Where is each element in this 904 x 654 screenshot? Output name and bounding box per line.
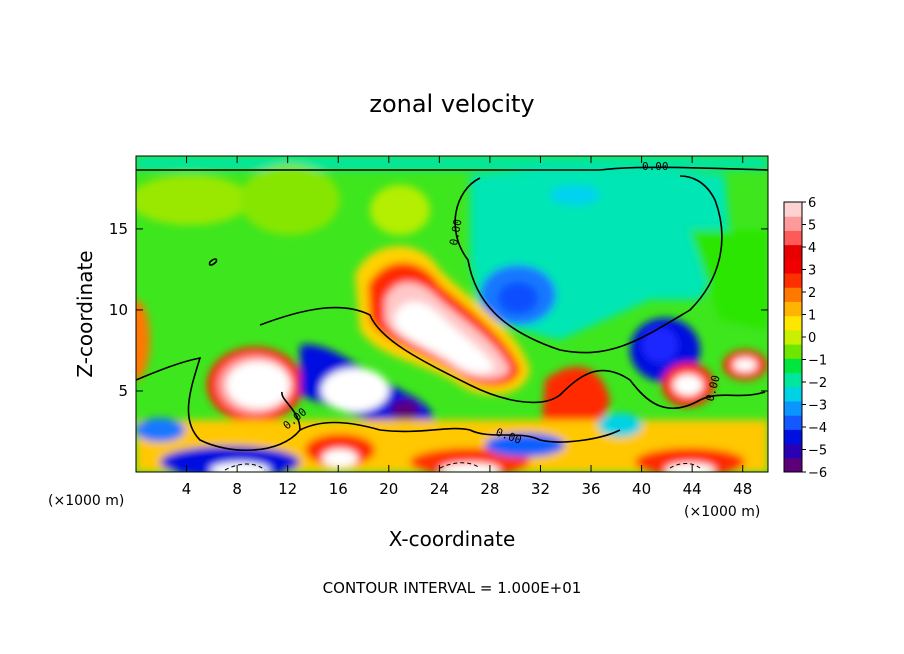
contour-label: 0.00 <box>642 160 669 173</box>
colorbar-swatch <box>784 230 802 246</box>
colorbar-swatch <box>784 244 802 260</box>
x-tick-label: 48 <box>733 480 752 498</box>
colorbar-swatch <box>784 457 802 473</box>
colorbar-tick-label: −4 <box>808 421 827 436</box>
colorbar-swatch <box>784 415 802 430</box>
colorbar-tick-label: −6 <box>808 466 827 481</box>
chart-title: zonal velocity <box>369 90 534 118</box>
colorbar-swatch <box>784 443 802 459</box>
x-tick-label: 20 <box>379 480 398 498</box>
colorbar-swatch <box>784 344 802 359</box>
colorbar-swatch <box>784 202 802 217</box>
colorbar-swatch <box>784 386 802 402</box>
colorbar: 6 5 4 3 2 1 0 −1 −2 −3 −4 −5 −6 <box>783 196 827 481</box>
colorbar-swatch <box>784 358 802 374</box>
plot-frame <box>135 155 769 473</box>
colorbar-tick-label: 3 <box>808 264 816 279</box>
colorbar-tick-label: 2 <box>808 286 816 301</box>
colorbar-tick-label: −2 <box>808 376 827 391</box>
colorbar-swatch <box>784 287 802 302</box>
x-unit-left: (×1000 m) <box>48 493 124 509</box>
x-tick-label: 4 <box>182 480 192 498</box>
x-tick-label: 12 <box>278 480 297 498</box>
y-axis-label: Z-coordinate <box>73 250 97 377</box>
colorbar-swatch <box>784 400 802 416</box>
colorbar-tick-label: −3 <box>808 399 827 414</box>
x-tick-label: 28 <box>480 480 499 498</box>
x-tick-label: 32 <box>531 480 550 498</box>
colorbar-tick-label: −5 <box>808 444 827 459</box>
x-axis-label: X-coordinate <box>389 527 516 551</box>
dashed-contours <box>224 462 701 471</box>
plot-area: 0.00 0.00 0.00 0.00 0.00 4 8 12 16 20 24 28 32 3… <box>109 155 769 498</box>
colorbar-tick-label: 5 <box>808 219 816 234</box>
colorbar-swatch <box>784 216 802 231</box>
colorbar-tick-label: 4 <box>808 241 816 256</box>
colorbar-swatch <box>784 429 802 445</box>
colorbar-tick-label: 6 <box>808 196 816 211</box>
zero-contours <box>136 166 768 452</box>
heatmap-field <box>136 156 768 472</box>
colorbar-swatch <box>784 273 802 288</box>
contour-interval-note: CONTOUR INTERVAL = 1.000E+01 <box>323 579 582 597</box>
colorbar-tick-label: −1 <box>808 354 827 369</box>
y-tick-label: 15 <box>109 220 128 238</box>
y-tick-label: 10 <box>109 301 128 319</box>
colorbar-swatch <box>784 329 802 345</box>
colorbar-tick-label: 1 <box>808 309 816 324</box>
x-tick-label: 36 <box>581 480 600 498</box>
y-tick-label: 5 <box>118 382 128 400</box>
x-tick-label: 24 <box>430 480 449 498</box>
colorbar-swatch <box>784 258 802 274</box>
x-tick-label: 8 <box>232 480 242 498</box>
contour-label: 0.00 <box>447 218 464 246</box>
x-tick-label: 44 <box>683 480 702 498</box>
x-tick-label: 16 <box>329 480 348 498</box>
colorbar-swatch <box>784 315 802 331</box>
colorbar-swatch <box>784 372 802 388</box>
colorbar-swatch <box>784 301 802 317</box>
x-tick-label: 40 <box>632 480 651 498</box>
colorbar-tick-label: 0 <box>808 331 816 346</box>
x-unit-right: (×1000 m) <box>684 504 760 520</box>
